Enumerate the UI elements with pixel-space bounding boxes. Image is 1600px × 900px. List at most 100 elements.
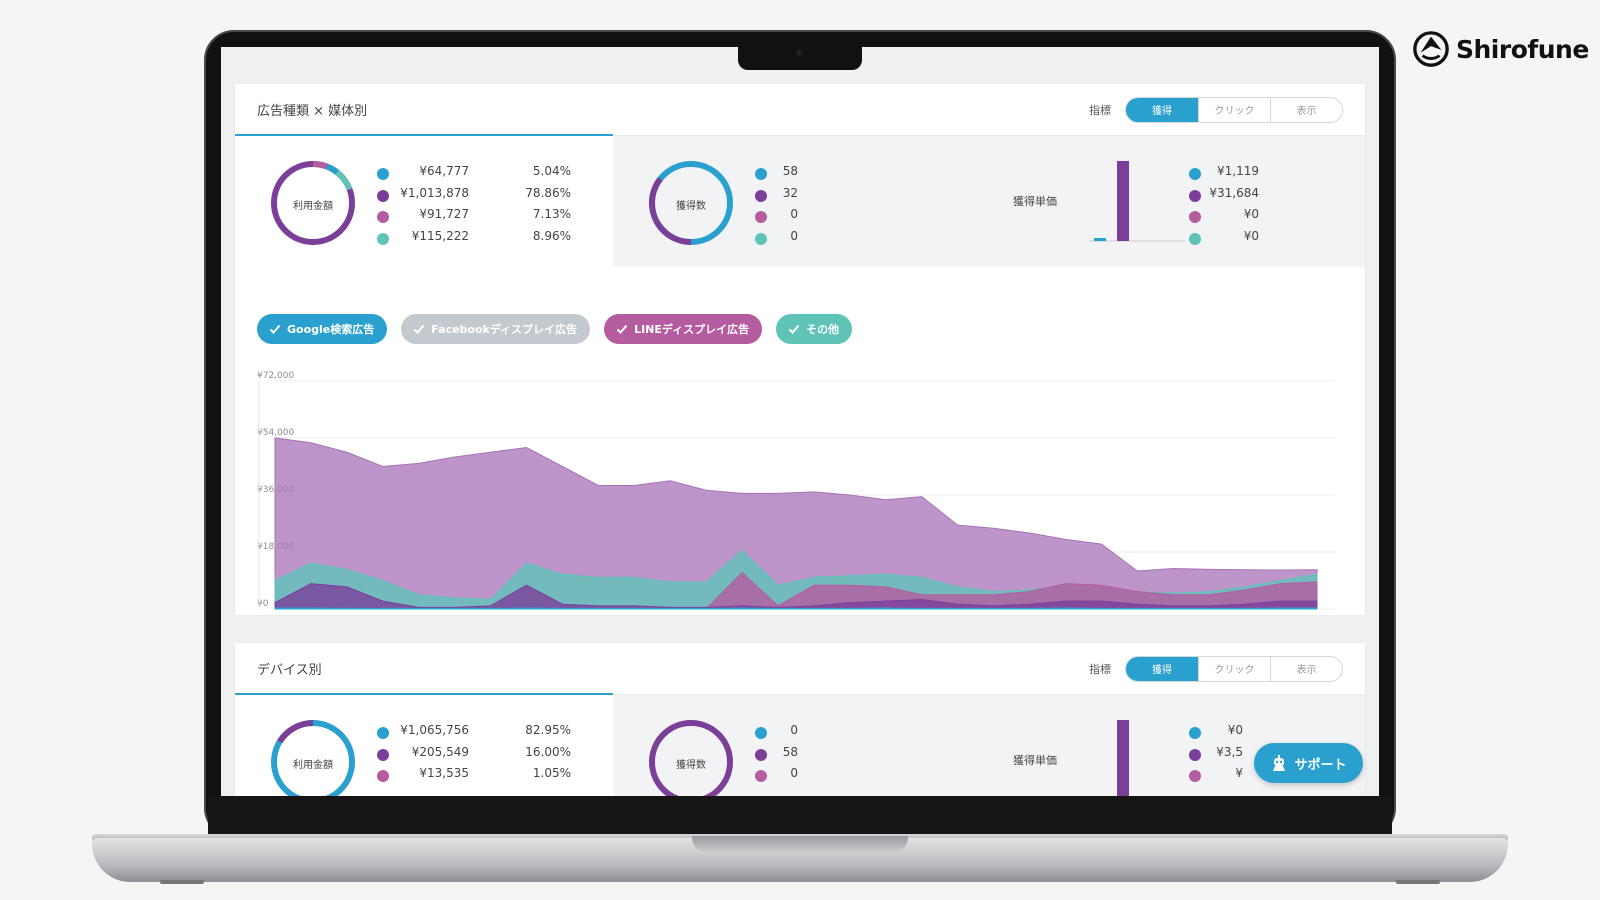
cpa-bar: [1117, 720, 1129, 796]
section-title: デバイス別: [257, 663, 322, 678]
donut-center-label: 獲得数: [676, 760, 706, 771]
legend-value: ¥1,065,756: [400, 723, 469, 737]
summary-stats: 利用金額 ¥64,777 5.04% ¥1,013,878 78.86% ¥91,727…: [235, 136, 1365, 267]
tab-conversions[interactable]: 獲得: [1126, 97, 1198, 122]
conversion-cpa-summary: 獲得数 58 32 0 0 獲得単価 ¥1,119 ¥31,684 ¥0 ¥0: [613, 136, 1365, 267]
shirofune-logo-icon: [1413, 31, 1449, 67]
legend-dot: [377, 168, 389, 180]
filter-chip[interactable]: LINEディスプレイ広告: [604, 314, 763, 344]
legend-value: 58: [782, 164, 798, 178]
metric-label: 指標: [1089, 103, 1111, 117]
cpa-bar: [1094, 238, 1106, 241]
legend-value: ¥0: [1243, 228, 1259, 243]
legend-percent: 82.95%: [525, 723, 571, 737]
legend-value: 32: [782, 185, 798, 200]
section-title: 広告種類 × 媒体別: [257, 104, 368, 119]
card-header: デバイス別 指標 獲得 クリック 表示: [235, 643, 1365, 696]
cpa-bar: [1117, 161, 1129, 241]
check-icon: [788, 324, 800, 334]
legend-dot: [755, 232, 767, 245]
legend-value: ¥115,222: [411, 228, 469, 243]
legend-value: ¥1,013,878: [400, 185, 469, 200]
legend-value: ¥3,5: [1216, 744, 1243, 759]
screen-bottom-bezel: [208, 796, 1392, 834]
active-tab-indicator: [235, 693, 613, 696]
filter-chip-label: LINEディスプレイ広告: [634, 323, 750, 336]
legend-value: ¥0: [1243, 207, 1259, 221]
filter-chip[interactable]: その他: [776, 314, 853, 344]
y-tick-label: ¥0: [257, 599, 269, 609]
legend-dot: [1189, 748, 1201, 761]
legend-dot: [755, 211, 767, 223]
laptop-foot: [160, 880, 204, 884]
media-breakdown-card: 広告種類 × 媒体別 指標 獲得 クリック 表示 利用金額: [235, 84, 1365, 615]
metric-tabs: 獲得 クリック 表示: [1125, 655, 1343, 682]
area-series: [274, 607, 1318, 610]
filter-chip[interactable]: Facebookディスプレイ広告: [401, 314, 591, 344]
active-tab-indicator: [235, 134, 613, 137]
legend-value: ¥1,119: [1217, 164, 1259, 178]
area-series: [274, 583, 1318, 610]
shirofune-logo: Shirofune: [1412, 30, 1589, 68]
legend-dot: [755, 770, 767, 782]
laptop-opening-groove: [692, 836, 908, 852]
cpa-bar-chart: [1089, 161, 1185, 242]
donut-center-label: 獲得数: [676, 201, 706, 212]
legend-percent: 78.86%: [525, 185, 571, 200]
legend-dot: [377, 211, 389, 223]
check-icon: [414, 324, 425, 334]
legend-dot: [1189, 727, 1201, 739]
filter-chip[interactable]: Google検索広告: [257, 314, 388, 344]
cpa-bar-chart: [1117, 720, 1129, 796]
tab-impressions[interactable]: 表示: [1270, 97, 1342, 122]
legend-dot: [1189, 770, 1201, 782]
legend-value: ¥0: [1227, 723, 1243, 737]
legend-percent: 1.05%: [532, 766, 571, 780]
y-tick-label: ¥72,000: [257, 371, 294, 381]
tab-clicks[interactable]: クリック: [1198, 656, 1270, 681]
support-label: サポート: [1294, 757, 1347, 773]
media-filter-chips: Google検索広告 Facebookディスプレイ広告 LINEディスプレイ広告 その…: [257, 314, 853, 344]
support-bot-icon: [1273, 755, 1286, 771]
conversions-donut-chart: [649, 161, 733, 245]
legend-dot: [755, 748, 767, 761]
card-header: 広告種類 × 媒体別 指標 獲得 クリック 表示: [235, 84, 1365, 137]
legend-dot: [377, 232, 389, 245]
legend-value: ¥91,727: [419, 207, 469, 221]
legend-value: 0: [790, 723, 798, 737]
summary-stats: 利用金額 ¥1,065,756 82.95% ¥205,549 16.00% ¥13,5…: [235, 695, 1365, 796]
metric-label: 指標: [1089, 662, 1111, 676]
spend-summary: 利用金額 ¥1,065,756 82.95% ¥205,549 16.00% ¥13,5…: [235, 695, 613, 796]
cpa-label: 獲得単価: [1013, 195, 1057, 208]
cpa-label: 獲得単価: [1013, 754, 1057, 767]
legend-dot: [1189, 211, 1201, 223]
donut-center-label: 利用金額: [293, 760, 333, 771]
filter-chip-label: Google検索広告: [287, 323, 375, 336]
support-button[interactable]: サポート: [1254, 743, 1363, 783]
legend-value: 0: [790, 766, 798, 780]
check-icon: [616, 324, 628, 334]
filter-chip-label: Facebookディスプレイ広告: [431, 323, 578, 336]
legend-percent: 16.00%: [525, 744, 571, 759]
check-icon: [269, 324, 281, 334]
legend-value: 58: [782, 744, 798, 759]
legend-value: ¥31,684: [1209, 185, 1259, 200]
conversions-donut-chart: [649, 720, 733, 796]
legend-dot: [1189, 168, 1201, 180]
legend-value: ¥13,535: [419, 766, 469, 780]
legend-dot: [377, 748, 389, 761]
legend-dot: [1189, 232, 1201, 245]
legend-percent: 8.96%: [532, 228, 571, 243]
legend-dot: [377, 770, 389, 782]
tab-conversions[interactable]: 獲得: [1126, 656, 1198, 681]
tab-impressions[interactable]: 表示: [1270, 656, 1342, 681]
legend-percent: 5.04%: [532, 164, 571, 178]
metric-selector: 指標 獲得 クリック 表示: [1089, 655, 1343, 682]
spend-area-chart: ¥72,000¥54,000¥36,000¥18,000¥003/0103/05…: [257, 371, 1335, 610]
tab-clicks[interactable]: クリック: [1198, 97, 1270, 122]
legend-value: ¥205,549: [411, 744, 469, 759]
laptop-screen: 広告種類 × 媒体別 指標 獲得 クリック 表示 利用金額: [221, 47, 1379, 796]
legend-percent: 7.13%: [532, 207, 571, 221]
spend-summary: 利用金額 ¥64,777 5.04% ¥1,013,878 78.86% ¥91,727…: [235, 136, 613, 267]
laptop-foot: [1396, 880, 1440, 884]
